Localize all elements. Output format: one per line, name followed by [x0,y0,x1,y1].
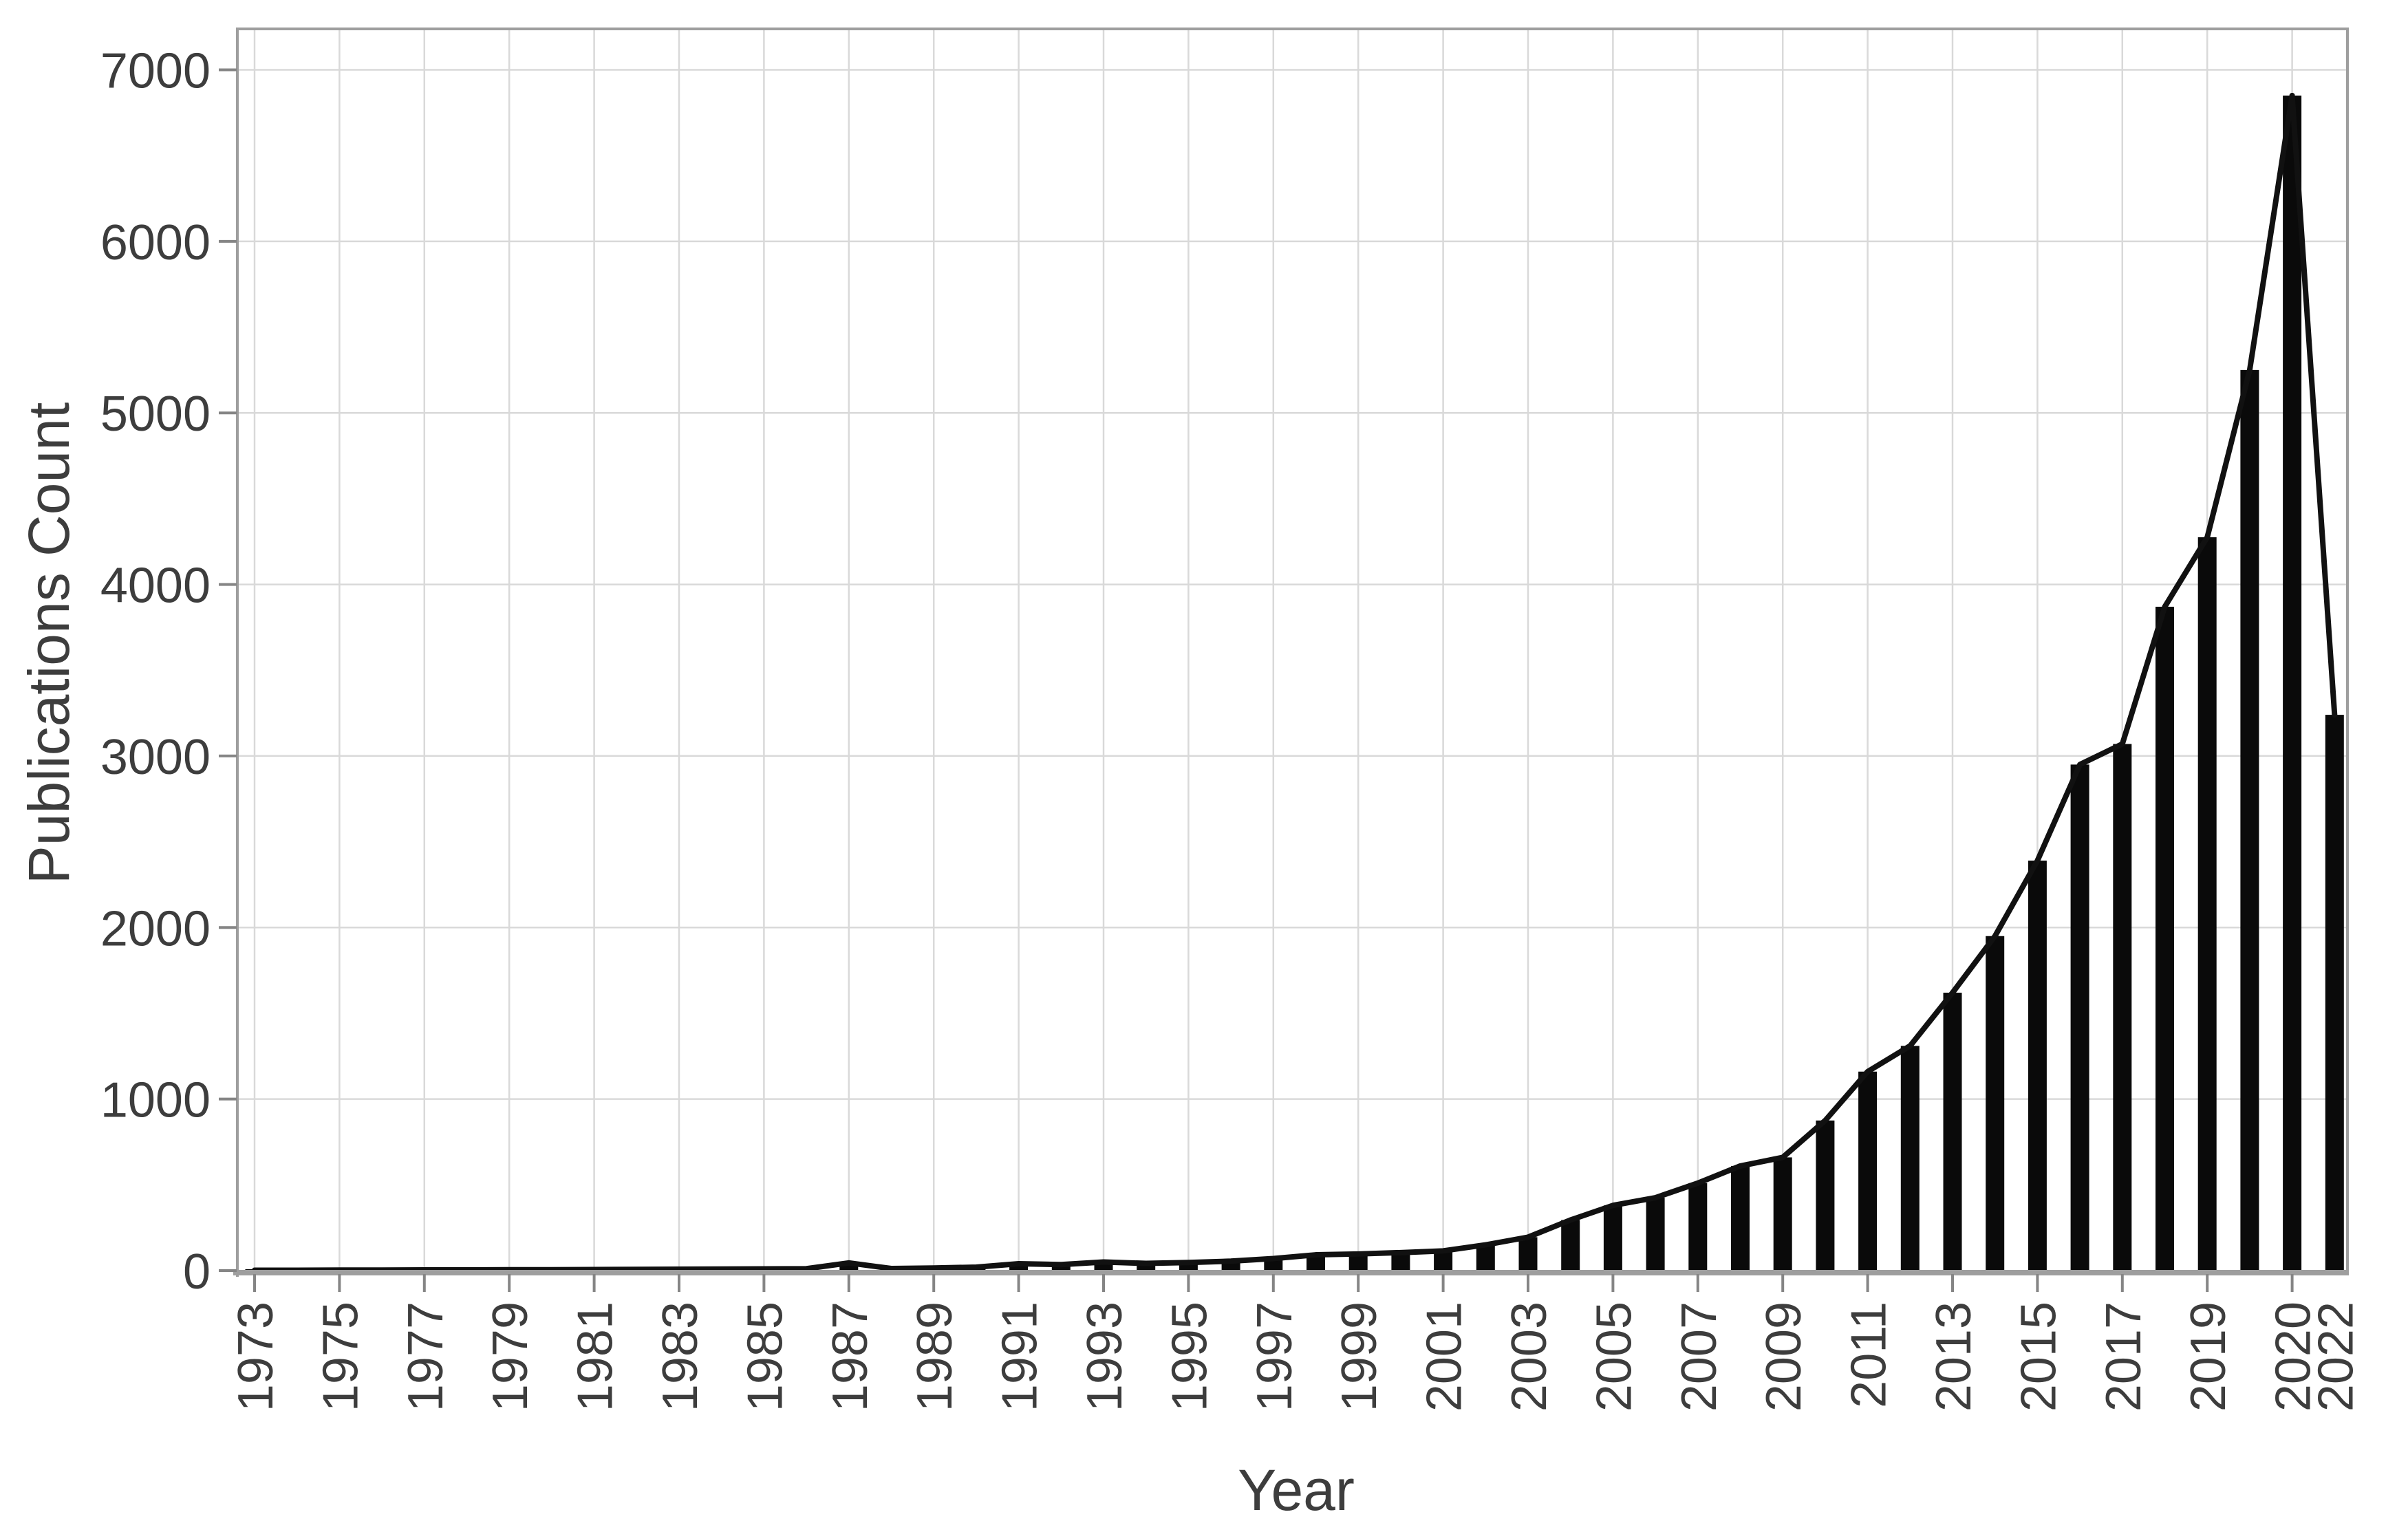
bar-1994 [1137,1263,1156,1271]
bar-2016 [2070,764,2089,1271]
bar-2014 [1986,936,2005,1271]
bar-1991 [1009,1264,1029,1271]
bar-1992 [1051,1264,1071,1271]
bar-1987 [839,1262,859,1271]
bar-2013 [1943,993,1962,1271]
bar-2004 [1561,1220,1580,1271]
bar-2018 [2156,606,2174,1271]
x-tick-label-2022: 2022 [2308,1302,2363,1412]
bar-1998 [1307,1255,1325,1271]
bar-2000 [1391,1252,1410,1271]
y-tick-label-5000: 5000 [100,387,211,442]
x-tick-label-1973: 1973 [228,1302,283,1412]
bars [245,95,2344,1271]
x-tick-label-2005: 2005 [1587,1302,1642,1412]
trend-line [252,92,2338,1273]
bar-2002 [1476,1244,1495,1271]
bar-2005 [1603,1205,1622,1271]
bar-2022 [2325,715,2344,1271]
x-tick-label-1987: 1987 [823,1302,878,1412]
y-axis-title: Publications Count [17,402,81,884]
x-axis-title: Year [1238,1458,1355,1521]
bar-2010 [1816,1120,1835,1271]
bar-2017 [2113,744,2132,1271]
x-tick-label-2007: 2007 [1672,1302,1727,1412]
bar-2011 [1858,1071,1878,1271]
bar-2009 [1773,1157,1792,1271]
bar-2008 [1731,1165,1750,1271]
bar-1995 [1179,1262,1198,1271]
y-tick-label-1000: 1000 [100,1073,211,1128]
bar-2019 [2197,537,2217,1271]
x-tick-label-1991: 1991 [993,1302,1048,1412]
trend-line-group [252,92,2338,1273]
x-tick-label-2003: 2003 [1502,1302,1557,1412]
bar-2003 [1518,1237,1538,1271]
bar-2001 [1434,1251,1453,1271]
x-tick-label-2017: 2017 [2096,1302,2151,1412]
tick-marks [219,68,2294,1292]
y-tick-label-4000: 4000 [100,559,211,614]
tick-labels: 0 1000 2000 3000 4000 5000 6000 7000 1973 1975 197… [100,44,2363,1412]
x-tick-label-2015: 2015 [2011,1302,2066,1412]
x-tick-label-1977: 1977 [398,1302,453,1412]
y-tick-label-3000: 3000 [100,730,211,785]
x-tick-label-2019: 2019 [2181,1302,2236,1412]
x-tick-label-1995: 1995 [1162,1302,1217,1412]
y-tick-label-0: 0 [183,1244,211,1299]
bar-2006 [1646,1198,1665,1271]
x-tick-label-1997: 1997 [1247,1302,1302,1412]
x-tick-label-2013: 2013 [1926,1302,1981,1412]
plot-frame [233,28,2349,1277]
x-tick-label-1983: 1983 [653,1302,708,1412]
x-tick-label-2009: 2009 [1756,1302,1812,1412]
x-tick-label-1979: 1979 [483,1302,538,1412]
y-tick-label-7000: 7000 [100,44,211,99]
x-tick-label-1975: 1975 [313,1302,368,1412]
x-tick-label-1981: 1981 [568,1302,623,1412]
bar-2012 [1900,1046,1920,1271]
x-tick-label-1985: 1985 [738,1302,793,1412]
bar-2020 [2240,369,2259,1271]
bar-2015 [2028,861,2047,1271]
bar-2007 [1688,1183,1708,1271]
x-tick-label-2020: 2020 [2266,1302,2321,1412]
x-tick-label-2011: 2011 [1842,1302,1897,1408]
y-tick-label-2000: 2000 [100,901,211,956]
bar-2021 [2283,95,2302,1271]
x-tick-label-2001: 2001 [1417,1302,1472,1412]
x-tick-label-1993: 1993 [1077,1302,1132,1412]
x-tick-label-1989: 1989 [907,1302,963,1412]
x-tick-label-1999: 1999 [1332,1302,1387,1412]
y-tick-label-6000: 6000 [100,215,211,270]
